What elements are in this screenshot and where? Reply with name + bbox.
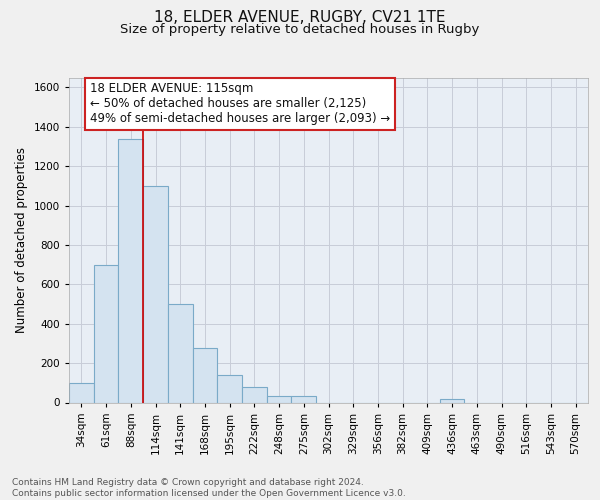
Y-axis label: Number of detached properties: Number of detached properties [15, 147, 28, 333]
Bar [217, 375, 242, 402]
Bar [193, 348, 217, 403]
Bar [242, 386, 267, 402]
Text: 18, ELDER AVENUE, RUGBY, CV21 1TE: 18, ELDER AVENUE, RUGBY, CV21 1TE [154, 10, 446, 25]
Text: 18 ELDER AVENUE: 115sqm
← 50% of detached houses are smaller (2,125)
49% of semi: 18 ELDER AVENUE: 115sqm ← 50% of detache… [90, 82, 390, 126]
Text: Size of property relative to detached houses in Rugby: Size of property relative to detached ho… [121, 22, 479, 36]
Bar [267, 396, 292, 402]
Bar [69, 383, 94, 402]
Bar [118, 138, 143, 402]
Bar [168, 304, 193, 402]
Text: Contains HM Land Registry data © Crown copyright and database right 2024.
Contai: Contains HM Land Registry data © Crown c… [12, 478, 406, 498]
Bar [143, 186, 168, 402]
Bar [440, 398, 464, 402]
Bar [292, 396, 316, 402]
Bar [94, 264, 118, 402]
